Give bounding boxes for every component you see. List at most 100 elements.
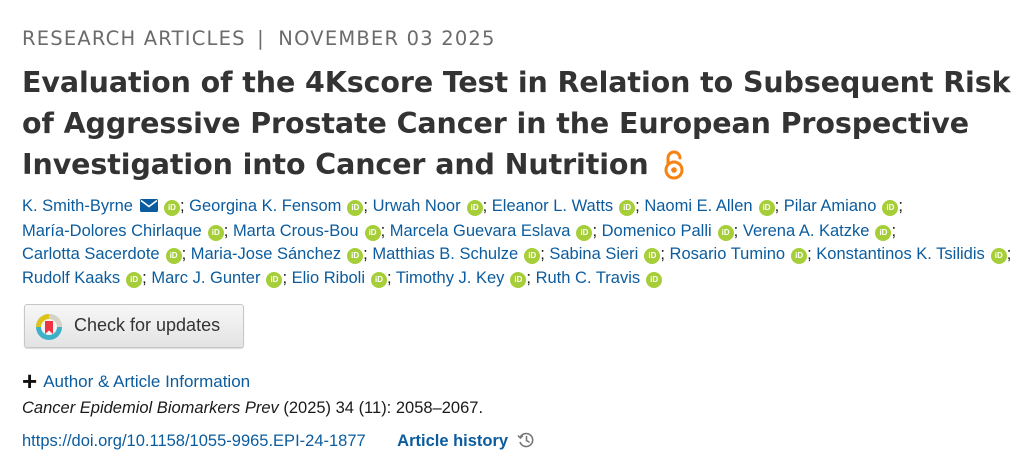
- author-name-link[interactable]: Eleanor L. Watts: [491, 197, 614, 215]
- orcid-icon[interactable]: iD: [990, 248, 1007, 264]
- journal-name: Cancer Epidemiol Biomarkers Prev: [22, 399, 279, 417]
- author-separator: ;: [142, 268, 147, 287]
- doi-link[interactable]: https://doi.org/10.1158/1055-9965.EPI-24…: [22, 432, 366, 450]
- email-icon[interactable]: [139, 196, 158, 220]
- orcid-icon[interactable]: iD: [163, 200, 180, 216]
- check-for-updates-button[interactable]: Check for updates: [24, 304, 244, 348]
- author-separator: ;: [774, 197, 780, 215]
- author-name-link[interactable]: Carlotta Sacerdote: [22, 245, 160, 263]
- author-separator: ;: [223, 221, 229, 240]
- author-separator: ;: [733, 221, 739, 240]
- author-name-link[interactable]: Pilar Amiano: [783, 197, 877, 215]
- author-item: Pilar Amiano iD;: [783, 197, 903, 216]
- author-separator: ;: [363, 245, 368, 263]
- orcid-icon[interactable]: iD: [644, 248, 661, 264]
- citation: Cancer Epidemiol Biomarkers Prev (2025) …: [22, 399, 483, 418]
- author-item: Rudolf Kaaks iD;: [22, 268, 147, 288]
- orcid-icon[interactable]: iD: [717, 224, 734, 241]
- orcid-icon[interactable]: iD: [165, 248, 182, 264]
- author-item: Urwah Noor iD;: [372, 197, 488, 216]
- orcid-icon[interactable]: iD: [619, 200, 636, 216]
- article-history-label: Article history: [397, 432, 509, 450]
- author-name-link[interactable]: Maria-Jose Sánchez: [190, 245, 342, 263]
- author-name-link[interactable]: Marcela Guevara Eslava: [389, 221, 571, 240]
- author-separator: ;: [540, 245, 545, 263]
- author-separator: ;: [482, 197, 488, 215]
- plus-icon: +: [22, 366, 38, 396]
- author-item: Marta Crous-Bou iD;: [232, 221, 385, 241]
- author-item: María-Dolores Chirlaque iD;: [22, 221, 229, 241]
- author-separator: ;: [660, 245, 665, 263]
- author-name-link[interactable]: Rudolf Kaaks: [22, 268, 121, 287]
- author-name-link[interactable]: Domenico Palli: [601, 221, 712, 240]
- author-item: Naomi E. Allen iD;: [644, 197, 780, 216]
- orcid-icon[interactable]: iD: [347, 248, 364, 264]
- orcid-icon[interactable]: iD: [524, 248, 541, 264]
- check-for-updates-label: Check for updates: [74, 315, 221, 335]
- author-name-link[interactable]: Naomi E. Allen: [644, 197, 753, 215]
- author-name-link[interactable]: Verena A. Katzke: [742, 221, 870, 240]
- author-item: Matthias B. Schulze iD;: [372, 245, 545, 264]
- orcid-icon[interactable]: iD: [126, 271, 143, 288]
- author-separator: ;: [363, 197, 368, 215]
- author-name-link[interactable]: María-Dolores Chirlaque: [22, 221, 202, 240]
- author-separator: ;: [282, 268, 288, 287]
- author-item: Eleanor L. Watts iD;: [491, 197, 640, 216]
- author-name-link[interactable]: Urwah Noor: [372, 197, 461, 215]
- author-item: Rosario Tumino iD;: [669, 245, 812, 264]
- author-name-link[interactable]: Konstantinos K. Tsilidis: [816, 245, 985, 263]
- open-access-lock-icon: [663, 150, 685, 191]
- section-label[interactable]: RESEARCH ARTICLES: [22, 27, 246, 50]
- author-separator: ;: [807, 245, 812, 263]
- author-item: Carlotta Sacerdote iD;: [22, 245, 186, 264]
- kicker-separator: |: [257, 27, 265, 50]
- orcid-icon[interactable]: iD: [576, 224, 593, 241]
- author-name-link[interactable]: Rosario Tumino: [669, 245, 786, 263]
- orcid-icon[interactable]: iD: [646, 271, 663, 288]
- article-history-link[interactable]: Article history: [397, 432, 535, 450]
- article-title: Evaluation of the 4Kscore Test in Relati…: [22, 62, 1012, 191]
- publication-date: NOVEMBER 03 2025: [278, 27, 496, 50]
- author-item: Sabina Sieri iD;: [549, 245, 665, 264]
- author-item: Ruth C. Travis iD: [535, 268, 663, 288]
- author-name-link[interactable]: K. Smith-Byrne: [22, 197, 133, 215]
- author-separator: ;: [891, 221, 897, 240]
- author-information-toggle[interactable]: + Author & Article Information: [22, 366, 250, 397]
- author-name-link[interactable]: Marc J. Gunter: [151, 268, 261, 287]
- author-separator: ;: [179, 197, 185, 215]
- author-item: Marc J. Gunter iD;: [151, 268, 288, 288]
- citation-details: (2025) 34 (11): 2058–2067.: [278, 399, 484, 417]
- author-item: Maria-Jose Sánchez iD;: [190, 245, 368, 264]
- author-name-link[interactable]: Marta Crous-Bou: [232, 221, 359, 240]
- article-header: RESEARCH ARTICLES | NOVEMBER 03 2025 Eva…: [22, 26, 1012, 450]
- author-name-link[interactable]: Matthias B. Schulze: [372, 245, 519, 263]
- author-name-link[interactable]: Ruth C. Travis: [535, 268, 641, 287]
- author-item: K. Smith-Byrne iD;: [22, 197, 185, 216]
- author-separator: ;: [635, 197, 640, 215]
- author-name-link[interactable]: Sabina Sieri: [549, 245, 639, 263]
- orcid-icon[interactable]: iD: [364, 224, 381, 241]
- author-name-link[interactable]: Georgina K. Fensom: [189, 197, 342, 215]
- crossmark-icon: [34, 312, 64, 347]
- orcid-icon[interactable]: iD: [347, 200, 364, 216]
- orcid-icon[interactable]: iD: [791, 248, 808, 264]
- orcid-icon[interactable]: iD: [882, 200, 899, 216]
- orcid-icon[interactable]: iD: [266, 271, 283, 288]
- orcid-icon[interactable]: iD: [371, 271, 388, 288]
- author-separator: ;: [898, 197, 903, 215]
- author-item: Verena A. Katzke iD;: [742, 221, 897, 241]
- author-separator: ;: [1006, 245, 1012, 263]
- author-item: Domenico Palli iD;: [601, 221, 739, 241]
- author-name-link[interactable]: Elio Riboli: [291, 268, 366, 287]
- doi-row: https://doi.org/10.1158/1055-9965.EPI-24…: [22, 431, 535, 454]
- orcid-icon[interactable]: iD: [466, 200, 483, 216]
- orcid-icon[interactable]: iD: [207, 224, 224, 241]
- orcid-icon[interactable]: iD: [510, 271, 527, 288]
- author-item: Marcela Guevara Eslava iD;: [389, 221, 597, 241]
- author-name-link[interactable]: Timothy J. Key: [395, 268, 505, 287]
- orcid-icon[interactable]: iD: [875, 224, 892, 241]
- author-separator: ;: [387, 268, 392, 287]
- orcid-icon[interactable]: iD: [758, 200, 775, 216]
- author-separator: ;: [526, 268, 531, 287]
- article-kicker: RESEARCH ARTICLES | NOVEMBER 03 2025: [22, 26, 1012, 52]
